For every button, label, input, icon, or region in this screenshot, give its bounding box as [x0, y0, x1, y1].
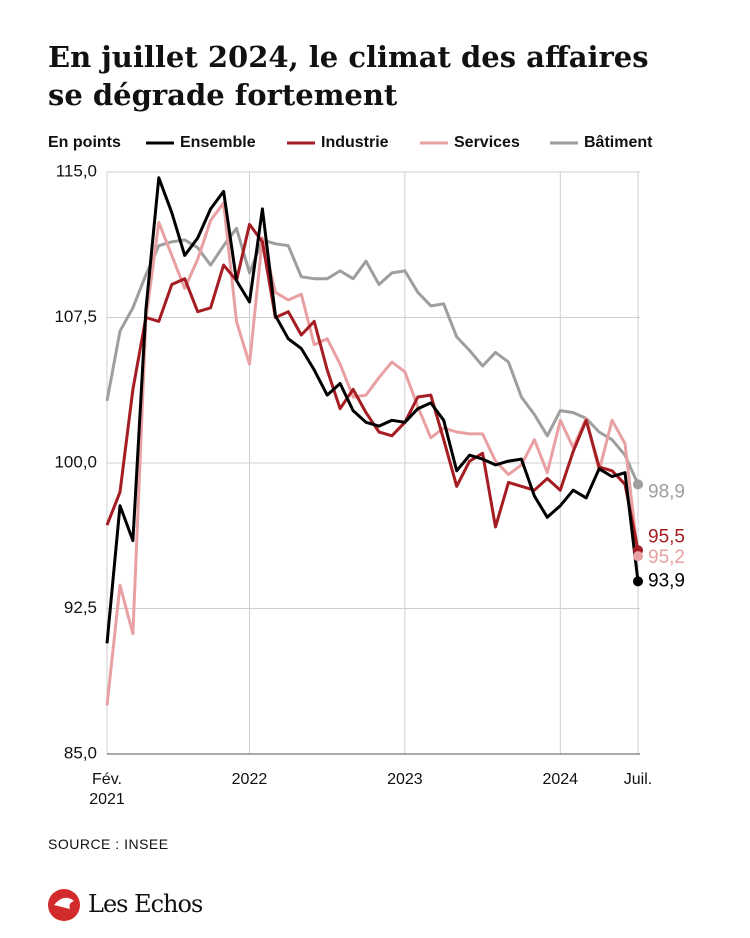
x-tick-label: Juil.	[623, 771, 653, 788]
legend-label: Industrie	[321, 134, 389, 151]
chart-title: En juillet 2024, le climat des affaires …	[48, 40, 649, 112]
legend-label: Services	[454, 134, 520, 151]
series-line	[105, 226, 640, 485]
x-tick-label: 2023	[387, 771, 423, 788]
y-axis-label: En points	[48, 134, 121, 151]
logo: Les Echos	[88, 890, 203, 918]
legend-label: Ensemble	[180, 134, 256, 151]
end-dot	[633, 576, 643, 587]
series-line	[105, 176, 640, 644]
y-tick-label: 107,5	[54, 307, 97, 326]
source: SOURCE : INSEE	[48, 836, 169, 852]
logo-bird	[54, 897, 74, 909]
series-line	[105, 201, 640, 706]
value-label: 95,5	[648, 526, 685, 547]
value-label: 95,2	[648, 547, 685, 568]
end-dot	[633, 551, 643, 562]
y-tick-label: 115,0	[56, 161, 97, 180]
y-tick-label: 85,0	[64, 743, 97, 762]
value-label: 98,9	[648, 481, 685, 502]
y-tick-label: 100,0	[54, 452, 97, 471]
series-line	[105, 222, 640, 551]
legend-label: Bâtiment	[584, 134, 653, 151]
value-label: 93,9	[648, 570, 685, 591]
x-tick-label: 2022	[231, 771, 268, 788]
x-tick-label: Fév. 2021	[89, 771, 125, 808]
y-tick-label: 92,5	[64, 598, 97, 617]
end-dot	[633, 479, 643, 490]
x-tick-label: 2024	[542, 771, 579, 788]
